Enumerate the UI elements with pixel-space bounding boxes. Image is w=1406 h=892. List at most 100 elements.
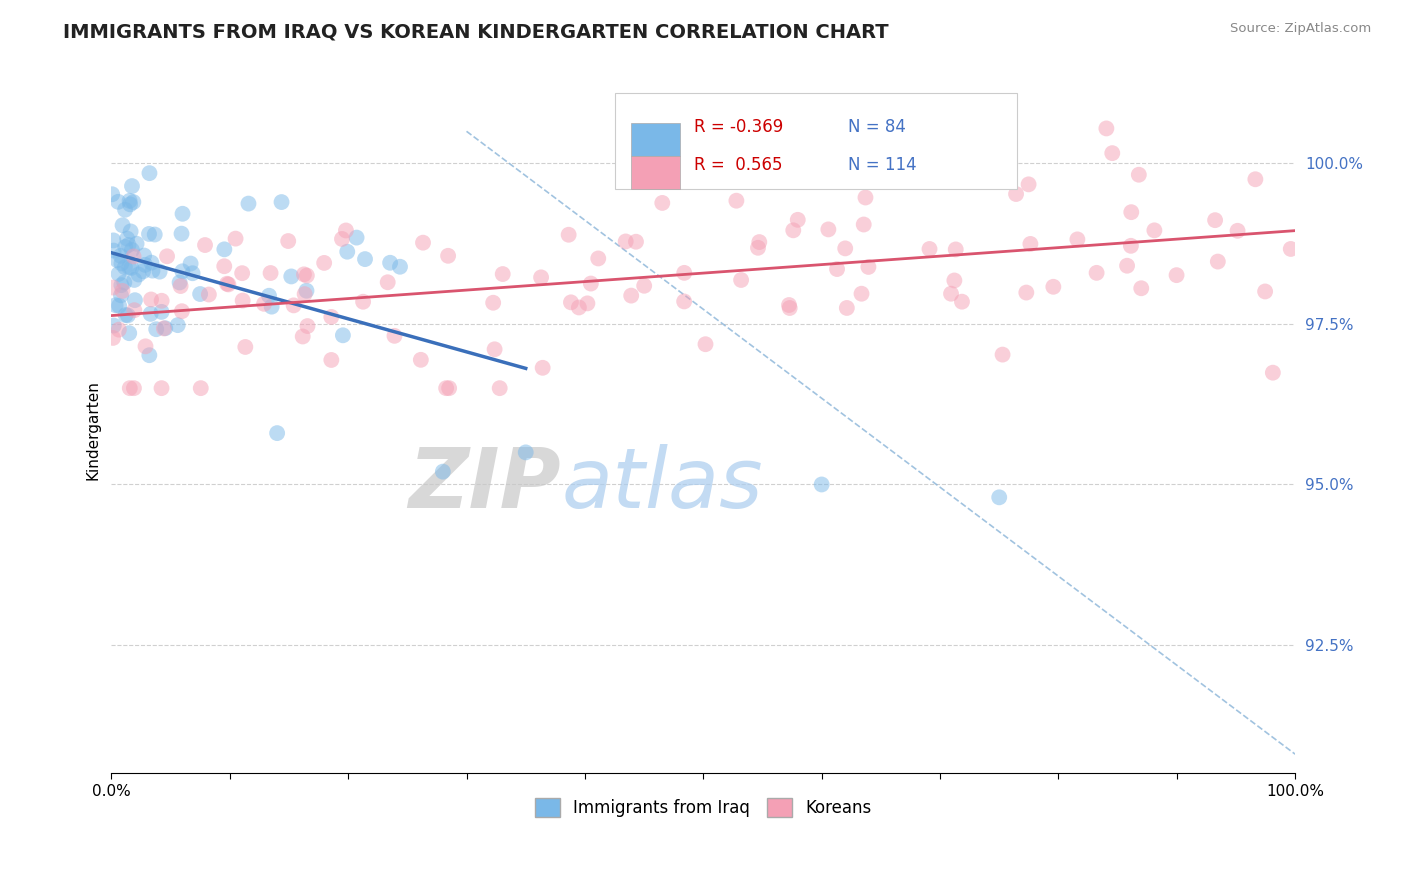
Point	[1042, 280, 1064, 294]
Point	[225, 232, 247, 246]
Point	[437, 249, 460, 263]
Point	[950, 294, 973, 309]
Point	[108, 323, 131, 337]
Point	[409, 352, 432, 367]
Point	[233, 340, 256, 354]
Point	[120, 197, 142, 211]
Point	[155, 321, 177, 335]
Point	[156, 249, 179, 263]
Point	[231, 266, 253, 280]
Point	[134, 339, 156, 353]
Point	[1128, 168, 1150, 182]
Point	[748, 235, 770, 249]
Point	[810, 477, 832, 491]
Text: IMMIGRANTS FROM IRAQ VS KOREAN KINDERGARTEN CORRELATION CHART: IMMIGRANTS FROM IRAQ VS KOREAN KINDERGAR…	[63, 22, 889, 41]
Point	[297, 319, 319, 334]
Point	[198, 287, 221, 301]
Point	[124, 293, 146, 308]
Point	[141, 255, 163, 269]
Point	[939, 286, 962, 301]
Y-axis label: Kindergarten: Kindergarten	[86, 380, 100, 480]
Text: R = -0.369: R = -0.369	[693, 118, 783, 136]
Point	[1019, 236, 1042, 251]
Point	[560, 295, 582, 310]
Point	[266, 426, 288, 441]
Point	[115, 231, 138, 245]
Point	[673, 266, 696, 280]
Point	[125, 236, 148, 251]
Point	[166, 318, 188, 332]
Point	[488, 381, 510, 395]
Point	[117, 238, 139, 252]
Point	[108, 299, 131, 313]
Point	[138, 227, 160, 241]
Point	[232, 293, 254, 308]
Point	[118, 326, 141, 341]
Point	[277, 234, 299, 248]
Point	[138, 166, 160, 180]
Point	[120, 260, 142, 275]
Point	[695, 337, 717, 351]
Point	[114, 260, 136, 275]
Point	[1244, 172, 1267, 186]
Point	[1101, 146, 1123, 161]
Point	[434, 381, 457, 395]
Point	[103, 318, 125, 333]
Point	[377, 275, 399, 289]
Text: N = 84: N = 84	[848, 118, 905, 136]
Point	[169, 276, 191, 290]
Point	[110, 249, 132, 263]
Point	[217, 277, 239, 292]
Point	[918, 242, 941, 256]
Point	[134, 258, 156, 272]
Point	[122, 194, 145, 209]
Point	[778, 298, 800, 312]
Text: R =  0.565: R = 0.565	[693, 155, 782, 174]
Point	[725, 194, 748, 208]
Point	[253, 297, 276, 311]
Text: Source: ZipAtlas.com: Source: ZipAtlas.com	[1230, 22, 1371, 36]
Point	[132, 264, 155, 278]
Point	[988, 491, 1011, 505]
Point	[332, 328, 354, 343]
Point	[321, 353, 343, 368]
Point	[378, 256, 401, 270]
Point	[104, 298, 127, 312]
Point	[121, 179, 143, 194]
Point	[1095, 121, 1118, 136]
Point	[214, 243, 236, 257]
Point	[1166, 268, 1188, 282]
Point	[101, 280, 124, 294]
Point	[114, 202, 136, 217]
Point	[835, 301, 858, 315]
Point	[112, 276, 135, 290]
Point	[188, 287, 211, 301]
Point	[588, 252, 610, 266]
Point	[858, 260, 880, 274]
Text: atlas: atlas	[561, 444, 763, 525]
Point	[432, 465, 454, 479]
Point	[107, 194, 129, 209]
Point	[101, 187, 124, 202]
Point	[786, 212, 808, 227]
Point	[128, 268, 150, 282]
Point	[214, 259, 236, 273]
Point	[153, 321, 176, 335]
Point	[134, 248, 156, 262]
Point	[118, 194, 141, 208]
Point	[515, 445, 537, 459]
Point	[346, 230, 368, 244]
Point	[194, 238, 217, 252]
Point	[150, 381, 173, 395]
Point	[851, 286, 873, 301]
Point	[1279, 242, 1302, 256]
Point	[1018, 178, 1040, 192]
Point	[145, 322, 167, 336]
Point	[124, 303, 146, 318]
Point	[852, 218, 875, 232]
Point	[103, 234, 125, 248]
Point	[576, 296, 599, 310]
Point	[651, 196, 673, 211]
Point	[180, 256, 202, 270]
Text: N = 114: N = 114	[848, 155, 917, 174]
